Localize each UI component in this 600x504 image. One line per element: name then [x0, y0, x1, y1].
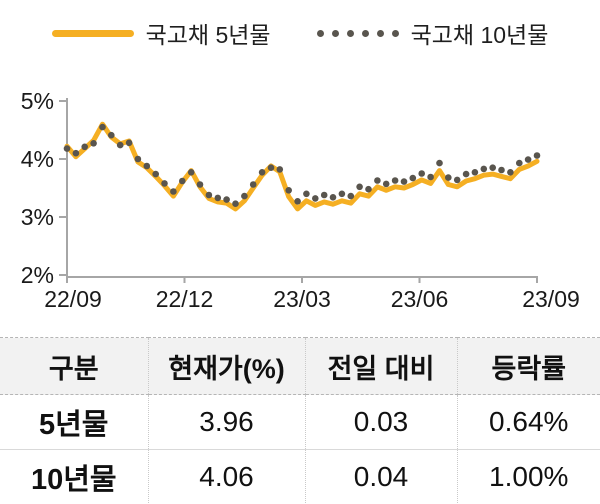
row-label-5yr: 5년물 [0, 394, 148, 450]
line-swatch-icon [51, 29, 134, 37]
series-10yr-dot [374, 177, 381, 184]
x-tick-label: 22/09 [44, 286, 102, 312]
legend-label-10yr: 국고채 10년물 [410, 22, 549, 48]
series-10yr-dot [108, 131, 115, 139]
series-10yr-dot [329, 194, 337, 201]
series-10yr-dot [285, 187, 293, 194]
chart-axes [66, 98, 538, 283]
series-10yr-dot [99, 123, 106, 131]
series-10yr-dot [507, 169, 514, 176]
col-header-change: 전일 대비 [304, 337, 457, 395]
legend-label-5yr: 국고채 5년물 [145, 22, 271, 48]
series-10yr-dot [400, 178, 408, 185]
series-10yr-dot [516, 159, 523, 167]
series-10yr-dot [143, 162, 151, 170]
series-10yr-dot [258, 169, 266, 176]
legend-item-5yr: 국고채 5년물 [51, 16, 271, 50]
daily-change-10yr: 0.04 [304, 449, 457, 504]
y-tick-label: 2% [21, 262, 54, 288]
series-10yr-dot [134, 155, 142, 163]
series-10yr-dot [445, 174, 452, 181]
series-10yr-dot [152, 170, 159, 178]
series-10yr-dot [214, 194, 222, 202]
series-10yr-dot [524, 156, 532, 163]
series-10yr-dot [276, 166, 284, 173]
col-header-current: 현재가(%) [147, 337, 305, 395]
chart-legend: 국고채 5년물 국고채 10년물 [0, 16, 600, 50]
series-10yr-dot [409, 174, 417, 182]
series-10yr-dot [125, 139, 133, 147]
series-10yr-dot [347, 192, 355, 200]
series-10yr-dot [205, 191, 213, 199]
series-10yr-dot [427, 173, 434, 181]
series-10yr-dot [249, 181, 257, 188]
x-tick-label: 23/06 [391, 286, 449, 312]
series-10yr-dot [116, 141, 124, 149]
change-rate-5yr: 0.64% [456, 394, 600, 450]
series-10yr-dot [303, 190, 310, 198]
x-tick-label: 23/09 [522, 286, 580, 312]
series-10yr-dot [63, 145, 71, 152]
series-10yr-dot [391, 177, 399, 184]
table-row-5yr: 5년물 3.96 0.03 0.64% [0, 394, 600, 450]
series-10yr-dot [498, 166, 505, 174]
bond-yield-line-chart: 5% 4% 3% 2%22/09 22/12 23/03 23/06 23/09 [21, 88, 580, 312]
series-10yr-dot [223, 196, 230, 203]
series-10yr-dot [382, 180, 390, 188]
col-header-rate: 등락률 [456, 337, 600, 395]
table-row-10yr: 10년물 4.06 0.04 1.00% [0, 449, 600, 504]
daily-change-5yr: 0.03 [304, 394, 457, 450]
series-10yr-dot [267, 164, 275, 171]
series-10yr-dot [320, 191, 328, 199]
series-10yr-dot [294, 198, 301, 205]
series-10yr-dot [241, 192, 248, 200]
series-10yr-dot [489, 164, 497, 171]
col-header-category: 구분 [0, 337, 148, 395]
y-tick-label: 4% [21, 146, 54, 172]
series-10yr-dot [187, 169, 195, 176]
legend-item-10yr: 국고채 10년물 [316, 16, 549, 50]
x-tick-label: 22/12 [156, 286, 214, 312]
series-10yr-dot [196, 181, 204, 188]
row-label-10yr: 10년물 [30, 464, 117, 497]
series-10yr-dot [436, 159, 443, 167]
series-10yr-dot [418, 170, 426, 177]
change-rate-10yr: 1.00% [456, 449, 600, 504]
series-10yr-dot [81, 143, 88, 151]
series-10yr-dot [161, 180, 168, 187]
series-10yr-dot [533, 152, 541, 159]
x-tick-label: 23/03 [273, 286, 331, 312]
series-10yr-dot [356, 183, 363, 191]
quote-table: 구분 현재가(%) 전일 대비 등락률 5년물 3.96 0.03 0.64% … [0, 337, 600, 504]
current-price-5yr: 3.96 [147, 394, 305, 450]
series-10yr-dot [232, 200, 239, 207]
series-10yr-dot [480, 165, 488, 173]
series-10yr-dot [453, 176, 461, 184]
series-10yr-dot [179, 177, 186, 185]
series-5yr-line [64, 121, 540, 212]
dots-swatch-icon [316, 29, 399, 37]
series-10yr-dot [312, 195, 319, 202]
series-10yr-dot [471, 169, 479, 176]
y-tick-label: 3% [21, 204, 54, 230]
series-10yr-dot [170, 188, 177, 195]
series-10yr-dot [90, 140, 97, 147]
y-tick-label: 5% [21, 88, 54, 114]
table-header-row: 구분 현재가(%) 전일 대비 등락률 [0, 337, 600, 395]
series-10yr-dot [338, 190, 346, 198]
series-10yr-dot [462, 170, 470, 178]
current-price-10yr: 4.06 [147, 449, 305, 504]
series-10yr-dot [365, 185, 372, 193]
series-10yr-dot [72, 149, 80, 157]
